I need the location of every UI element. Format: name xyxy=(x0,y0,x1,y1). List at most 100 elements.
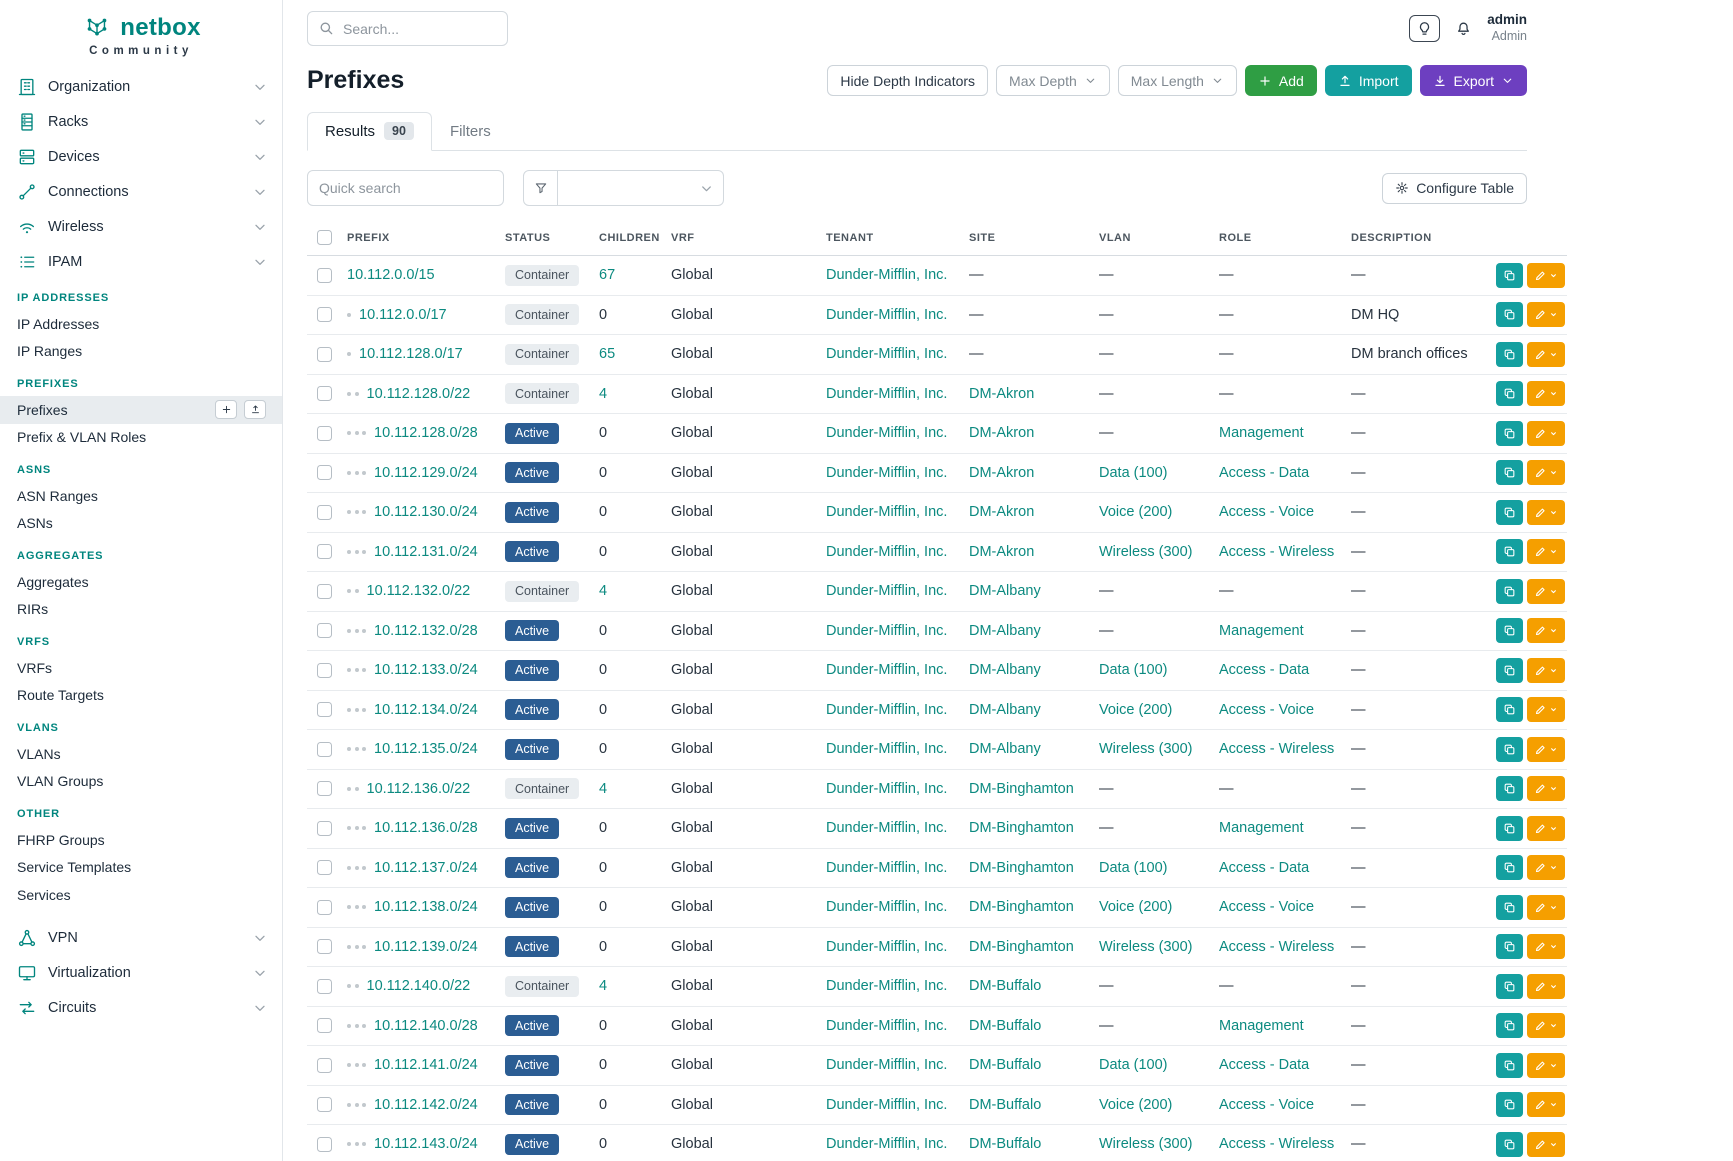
column-header-tenant[interactable]: TENANT xyxy=(816,219,959,256)
site-link[interactable]: DM-Buffalo xyxy=(969,1017,1042,1034)
clone-button[interactable] xyxy=(1496,973,1523,999)
vlan-link[interactable]: Data (100) xyxy=(1099,464,1168,481)
column-header-vrf[interactable]: VRF xyxy=(661,219,816,256)
role-link[interactable]: Management xyxy=(1219,425,1304,442)
tenant-link[interactable]: Dunder-Mifflin, Inc. xyxy=(826,267,948,284)
role-link[interactable]: Access - Voice xyxy=(1219,504,1315,521)
vlan-link[interactable]: Wireless (300) xyxy=(1099,741,1193,758)
clone-button[interactable] xyxy=(1496,341,1523,367)
row-checkbox[interactable] xyxy=(317,1136,332,1152)
column-header-prefix[interactable]: PREFIX xyxy=(337,219,495,256)
vlan-link[interactable]: Data (100) xyxy=(1099,1057,1168,1074)
edit-button[interactable] xyxy=(1527,618,1565,644)
sidebar-item-prefix-vlan-roles[interactable]: Prefix & VLAN Roles xyxy=(0,424,282,452)
row-checkbox[interactable] xyxy=(317,346,332,362)
children-link[interactable]: 4 xyxy=(599,385,608,402)
sidebar-item-services[interactable]: Services xyxy=(0,881,282,909)
column-header-site[interactable]: SITE xyxy=(959,219,1089,256)
sidebar-item-devices[interactable]: Devices xyxy=(0,139,282,174)
sidebar-item-wireless[interactable]: Wireless xyxy=(0,209,282,244)
row-checkbox[interactable] xyxy=(317,781,332,797)
quick-search-input[interactable] xyxy=(307,170,504,206)
role-link[interactable]: Access - Data xyxy=(1219,859,1310,876)
edit-button[interactable] xyxy=(1527,381,1565,407)
prefix-link[interactable]: 10.112.143.0/24 xyxy=(374,1136,478,1153)
clone-button[interactable] xyxy=(1496,381,1523,407)
site-link[interactable]: DM-Akron xyxy=(969,425,1035,442)
role-link[interactable]: Access - Voice xyxy=(1219,899,1315,916)
role-link[interactable]: Access - Wireless xyxy=(1219,1136,1335,1153)
clone-button[interactable] xyxy=(1496,815,1523,841)
children-link[interactable]: 4 xyxy=(599,583,608,600)
clone-button[interactable] xyxy=(1496,460,1523,486)
max-depth-dropdown[interactable]: Max Depth xyxy=(996,65,1110,96)
site-link[interactable]: DM-Binghamton xyxy=(969,820,1074,837)
row-checkbox[interactable] xyxy=(317,623,332,639)
row-checkbox[interactable] xyxy=(317,583,332,599)
theme-toggle-button[interactable] xyxy=(1409,15,1441,42)
site-link[interactable]: DM-Albany xyxy=(969,583,1041,600)
site-link[interactable]: DM-Albany xyxy=(969,741,1041,758)
clone-button[interactable] xyxy=(1496,657,1523,683)
tab-results[interactable]: Results 90 xyxy=(307,112,432,151)
clone-button[interactable] xyxy=(1496,420,1523,446)
clone-button[interactable] xyxy=(1496,302,1523,328)
prefix-link[interactable]: 10.112.132.0/28 xyxy=(374,622,478,639)
tenant-link[interactable]: Dunder-Mifflin, Inc. xyxy=(826,978,948,995)
edit-button[interactable] xyxy=(1527,262,1565,288)
row-checkbox[interactable] xyxy=(317,662,332,678)
row-checkbox[interactable] xyxy=(317,820,332,836)
sidebar-item-rirs[interactable]: RIRs xyxy=(0,596,282,624)
site-link[interactable]: DM-Akron xyxy=(969,504,1035,521)
import-button[interactable]: Import xyxy=(1324,65,1412,96)
site-link[interactable]: DM-Albany xyxy=(969,622,1041,639)
row-checkbox[interactable] xyxy=(317,899,332,915)
prefix-link[interactable]: 10.112.132.0/22 xyxy=(366,583,471,600)
vlan-link[interactable]: Wireless (300) xyxy=(1099,1136,1193,1153)
role-link[interactable]: Access - Wireless xyxy=(1219,543,1335,560)
edit-button[interactable] xyxy=(1527,1131,1565,1157)
sidebar-item-route-targets[interactable]: Route Targets xyxy=(0,682,282,710)
column-header-children[interactable]: CHILDREN xyxy=(589,219,661,256)
vlan-link[interactable]: Voice (200) xyxy=(1099,504,1173,521)
edit-button[interactable] xyxy=(1527,934,1565,960)
row-checkbox[interactable] xyxy=(317,267,332,283)
edit-button[interactable] xyxy=(1527,736,1565,762)
role-link[interactable]: Management xyxy=(1219,622,1304,639)
clone-button[interactable] xyxy=(1496,894,1523,920)
edit-button[interactable] xyxy=(1527,855,1565,881)
site-link[interactable]: DM-Akron xyxy=(969,543,1035,560)
prefix-link[interactable]: 10.112.0.0/17 xyxy=(359,306,447,323)
row-checkbox[interactable] xyxy=(317,307,332,323)
prefix-link[interactable]: 10.112.139.0/24 xyxy=(374,938,478,955)
select-all-checkbox[interactable] xyxy=(317,230,332,245)
row-checkbox[interactable] xyxy=(317,1018,332,1034)
row-checkbox[interactable] xyxy=(317,702,332,718)
vlan-link[interactable]: Wireless (300) xyxy=(1099,543,1193,560)
site-link[interactable]: DM-Albany xyxy=(969,662,1041,679)
edit-button[interactable] xyxy=(1527,894,1565,920)
edit-button[interactable] xyxy=(1527,460,1565,486)
clone-button[interactable] xyxy=(1496,618,1523,644)
prefix-link[interactable]: 10.112.128.0/17 xyxy=(359,346,463,363)
sidebar-item-racks[interactable]: Racks xyxy=(0,104,282,139)
vlan-link[interactable]: Voice (200) xyxy=(1099,899,1173,916)
vlan-link[interactable]: Voice (200) xyxy=(1099,1096,1173,1113)
site-link[interactable]: DM-Akron xyxy=(969,385,1035,402)
children-link[interactable]: 65 xyxy=(599,346,616,363)
sidebar-item-aggregates[interactable]: Aggregates xyxy=(0,568,282,596)
prefix-link[interactable]: 10.112.136.0/28 xyxy=(374,820,478,837)
row-checkbox[interactable] xyxy=(317,1057,332,1073)
prefix-link[interactable]: 10.112.131.0/24 xyxy=(374,543,478,560)
prefix-link[interactable]: 10.112.129.0/24 xyxy=(374,464,478,481)
tenant-link[interactable]: Dunder-Mifflin, Inc. xyxy=(826,1057,948,1074)
children-link[interactable]: 4 xyxy=(599,978,608,995)
role-link[interactable]: Access - Wireless xyxy=(1219,938,1335,955)
prefix-link[interactable]: 10.112.133.0/24 xyxy=(374,662,478,679)
sidebar-item-ipam[interactable]: IPAM xyxy=(0,244,282,279)
clone-button[interactable] xyxy=(1496,697,1523,723)
tenant-link[interactable]: Dunder-Mifflin, Inc. xyxy=(826,820,948,837)
site-link[interactable]: DM-Buffalo xyxy=(969,978,1042,995)
sidebar-item-connections[interactable]: Connections xyxy=(0,174,282,209)
tenant-link[interactable]: Dunder-Mifflin, Inc. xyxy=(826,306,948,323)
